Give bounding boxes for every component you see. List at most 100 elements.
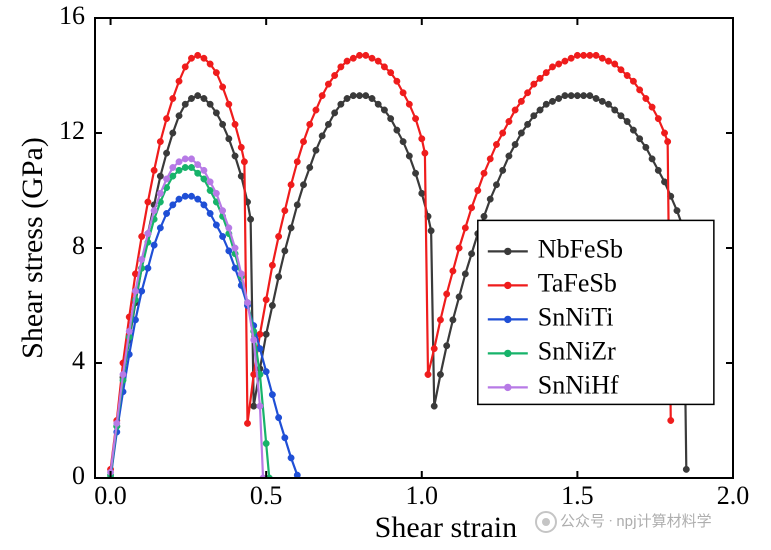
series-marker	[282, 248, 288, 254]
series-marker	[269, 262, 275, 268]
series-marker	[406, 101, 412, 107]
series-marker	[568, 92, 574, 98]
series-marker	[282, 435, 288, 441]
series-marker	[350, 92, 356, 98]
series-marker	[313, 147, 319, 153]
series-marker	[443, 343, 449, 349]
series-marker	[331, 72, 337, 78]
series-marker	[537, 107, 543, 113]
legend-label: NbFeSb	[538, 234, 623, 263]
series-marker	[593, 95, 599, 101]
series-marker	[655, 167, 661, 173]
series-marker	[338, 64, 344, 70]
series-marker	[263, 331, 269, 337]
series-marker	[630, 78, 636, 84]
series-marker	[294, 202, 300, 208]
series-marker	[580, 52, 586, 58]
series-marker	[531, 81, 537, 87]
series-marker	[176, 167, 182, 173]
series-marker	[649, 156, 655, 162]
series-marker	[201, 55, 207, 61]
series-marker	[145, 265, 151, 271]
series-marker	[288, 455, 294, 461]
ytick-label: 16	[59, 1, 85, 30]
series-marker	[350, 55, 356, 61]
series-marker	[406, 153, 412, 159]
series-marker	[387, 115, 393, 121]
series-marker	[668, 417, 674, 423]
series-marker	[269, 302, 275, 308]
legend-label: SnNiTi	[538, 302, 614, 331]
series-marker	[163, 150, 169, 156]
series-marker	[207, 101, 213, 107]
series-marker	[226, 136, 232, 142]
series-marker	[664, 138, 670, 144]
series-marker	[275, 233, 281, 239]
series-marker	[188, 55, 194, 61]
series-marker	[232, 245, 238, 251]
series-marker	[207, 210, 213, 216]
series-marker	[587, 52, 593, 58]
xtick-label: 2.0	[717, 481, 750, 510]
series-marker	[636, 136, 642, 142]
series-marker	[294, 159, 300, 165]
series-marker	[213, 69, 219, 75]
series-marker	[493, 182, 499, 188]
series-marker	[251, 403, 257, 409]
series-marker	[661, 179, 667, 185]
series-marker	[363, 52, 369, 58]
series-marker	[182, 101, 188, 107]
series-marker	[655, 115, 661, 121]
series-marker	[487, 196, 493, 202]
series-marker	[195, 196, 201, 202]
series-marker	[247, 216, 253, 222]
series-marker	[188, 156, 194, 162]
series-marker	[683, 466, 689, 472]
series-marker	[437, 317, 443, 323]
series-marker	[518, 130, 524, 136]
series-marker	[176, 196, 182, 202]
series-marker	[145, 230, 151, 236]
series-marker	[307, 121, 313, 127]
series-marker	[543, 101, 549, 107]
series-marker	[428, 228, 434, 234]
legend: NbFeSbTaFeSbSnNiTiSnNiZrSnNiHf	[478, 220, 714, 404]
series-marker	[201, 95, 207, 101]
series-marker	[263, 297, 269, 303]
series-marker	[468, 251, 474, 257]
series-marker	[338, 101, 344, 107]
series-marker	[226, 248, 232, 254]
ylabel: Shear stress (GPa)	[16, 137, 49, 359]
series-marker	[226, 101, 232, 107]
series-marker	[599, 55, 605, 61]
series-marker	[356, 52, 362, 58]
series-marker	[269, 391, 275, 397]
series-marker	[170, 95, 176, 101]
series-marker	[605, 101, 611, 107]
series-marker	[422, 150, 428, 156]
series-marker	[151, 242, 157, 248]
series-marker	[344, 58, 350, 64]
series-marker	[562, 92, 568, 98]
series-marker	[241, 159, 247, 165]
series-marker	[238, 271, 244, 277]
series-marker	[468, 205, 474, 211]
series-marker	[568, 55, 574, 61]
series-marker	[369, 55, 375, 61]
series-marker	[238, 144, 244, 150]
series-marker	[612, 107, 618, 113]
series-marker	[512, 107, 518, 113]
series-marker	[275, 414, 281, 420]
ytick-label: 4	[72, 346, 85, 375]
series-marker	[499, 167, 505, 173]
watermark: 公众号 · npj计算材料学	[536, 512, 712, 532]
series-marker	[195, 170, 201, 176]
series-marker	[506, 153, 512, 159]
xtick-label: 0.0	[94, 481, 127, 510]
series-marker	[624, 72, 630, 78]
series-marker	[163, 115, 169, 121]
series-marker	[574, 92, 580, 98]
series-marker	[394, 78, 400, 84]
series-marker	[543, 69, 549, 75]
series-marker	[201, 202, 207, 208]
